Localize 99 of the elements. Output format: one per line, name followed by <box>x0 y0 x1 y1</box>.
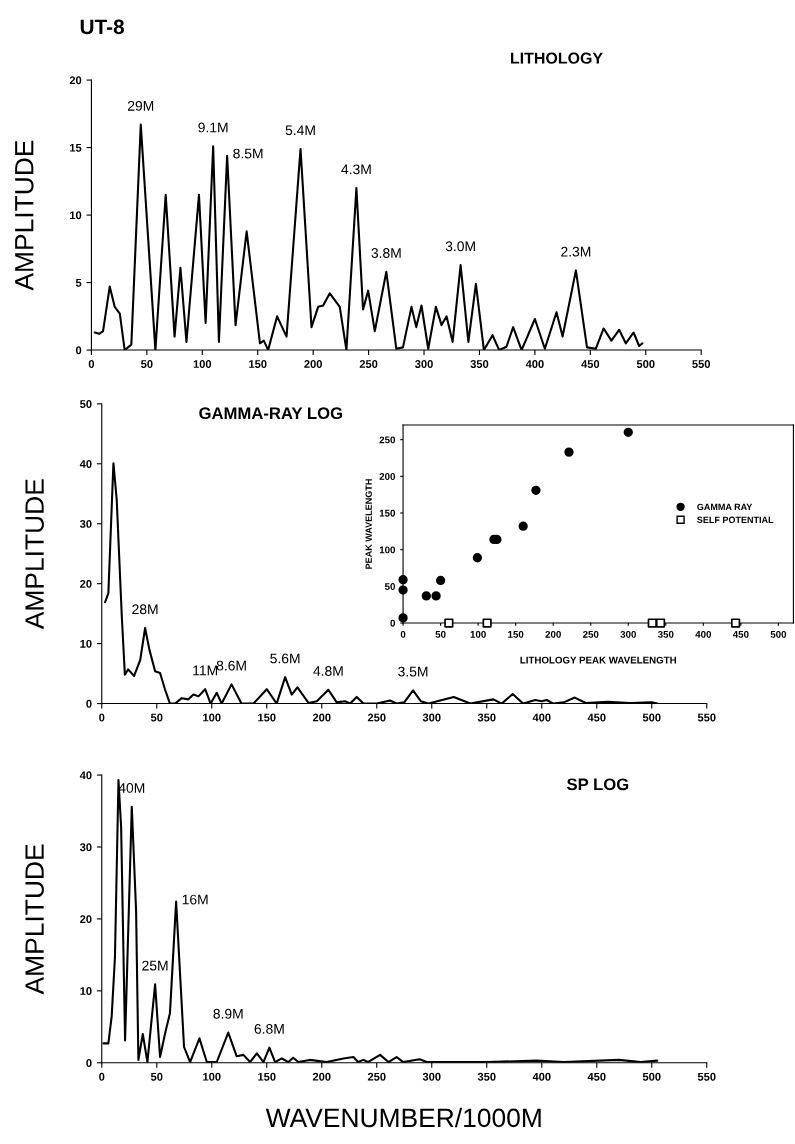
y-tick-label: 0 <box>86 1059 92 1067</box>
y-axis-title: AMPLITUDE <box>15 140 34 291</box>
annotation: 5.4M <box>285 125 315 136</box>
x-tick-label: 0 <box>400 630 406 638</box>
x-tick-label: 250 <box>582 630 599 638</box>
x-tick-label: 0 <box>99 1072 105 1081</box>
x-tick-label: 300 <box>422 713 441 722</box>
annotation: 3.5M <box>398 666 428 677</box>
x-tick-label: 300 <box>422 1072 441 1081</box>
x-tick-label: 400 <box>532 1072 551 1081</box>
y-tick-label: 10 <box>70 211 82 220</box>
x-tick-label: 450 <box>581 360 600 368</box>
x-tick-label: 350 <box>477 1072 496 1081</box>
x-tick-label: 450 <box>732 630 749 638</box>
x-tick-label: 550 <box>697 713 716 722</box>
x-tick-label: 400 <box>695 630 712 638</box>
y-tick-label: 40 <box>79 771 92 780</box>
x-tick-label: 300 <box>620 630 636 638</box>
x-tick-label: 0 <box>99 713 105 722</box>
x-tick-label: 100 <box>470 630 486 638</box>
annotation: 9.1M <box>198 122 228 133</box>
chart-title: GAMMA-RAY LOG <box>199 407 342 420</box>
legend-label: SELF POTENTIAL <box>697 516 774 523</box>
x-tick-label: 100 <box>193 360 212 368</box>
annotation: 11M <box>193 665 218 676</box>
x-axis-title: LITHOLOGY PEAK WAVELENGTH <box>520 656 676 664</box>
annotation: 28M <box>132 604 158 615</box>
chart-title: UT-8 <box>80 19 125 35</box>
y-axis-title: PEAK WAVELENGTH <box>365 479 372 569</box>
y-tick-label: 5 <box>75 278 82 287</box>
x-tick-label: 150 <box>249 360 267 368</box>
x-tick-label: 250 <box>359 360 378 368</box>
x-tick-label: 50 <box>150 713 163 722</box>
annotation: 6.8M <box>254 1023 284 1034</box>
x-tick-label: 50 <box>150 1072 163 1081</box>
annotation: 3.8M <box>371 248 401 258</box>
annotation: 29M <box>127 100 154 111</box>
annotation: 5.6M <box>270 653 300 664</box>
x-tick-label: 500 <box>642 1072 661 1081</box>
y-tick-label: 15 <box>70 143 82 152</box>
annotation: 4.8M <box>313 666 343 676</box>
y-tick-label: 250 <box>379 436 396 444</box>
y-tick-label: 0 <box>390 619 396 627</box>
y-tick-label: 0 <box>86 699 92 708</box>
x-tick-label: 50 <box>435 630 446 638</box>
y-tick-label: 40 <box>79 460 92 468</box>
annotation: 40M <box>118 783 145 793</box>
y-tick-label: 100 <box>379 546 396 554</box>
y-tick-label: 50 <box>384 583 396 590</box>
y-tick-label: 150 <box>379 509 396 517</box>
y-axis-title: AMPLITUDE <box>25 844 44 995</box>
x-tick-label: 350 <box>657 630 674 638</box>
annotation: 16M <box>182 894 208 905</box>
x-tick-label: 500 <box>642 713 661 722</box>
annotation: 3.0M <box>445 241 475 252</box>
x-tick-label: 150 <box>258 1072 276 1081</box>
legend-label: GAMMA RAY <box>697 503 753 511</box>
y-axis-title: AMPLITUDE <box>25 479 44 630</box>
annotation: 8.6M <box>216 660 246 671</box>
x-tick-label: 100 <box>203 713 221 722</box>
x-tick-label: 350 <box>477 713 496 722</box>
annotation: 8.5M <box>233 148 263 159</box>
x-tick-label: 450 <box>587 1072 606 1081</box>
y-tick-label: 20 <box>80 579 92 588</box>
x-tick-label: 200 <box>312 713 331 722</box>
x-tick-label: 200 <box>545 630 561 638</box>
x-tick-label: 100 <box>203 1072 221 1081</box>
x-tick-label: 150 <box>258 713 276 722</box>
y-tick-label: 20 <box>80 915 92 924</box>
annotation: 2.3M <box>561 246 591 257</box>
x-tick-label: 550 <box>692 360 710 368</box>
x-axis-title: WAVENUMBER/1000M <box>265 1107 541 1128</box>
x-tick-label: 200 <box>312 1072 331 1081</box>
x-tick-label: 550 <box>697 1072 716 1081</box>
x-tick-label: 400 <box>525 360 544 368</box>
annotation: 8.9M <box>213 1008 243 1019</box>
y-tick-label: 0 <box>75 346 82 355</box>
x-tick-label: 50 <box>141 360 153 368</box>
y-tick-label: 20 <box>69 76 82 85</box>
x-tick-label: 250 <box>367 1072 386 1081</box>
y-tick-label: 30 <box>79 843 92 852</box>
annotation: 25M <box>142 960 168 971</box>
y-tick-label: 50 <box>80 400 92 408</box>
x-tick-label: 200 <box>304 360 322 368</box>
chart-title: SP LOG <box>567 778 629 791</box>
y-tick-label: 10 <box>80 987 92 995</box>
x-tick-label: 350 <box>470 360 489 368</box>
x-tick-label: 500 <box>636 360 655 368</box>
x-tick-label: 150 <box>508 630 524 638</box>
y-tick-label: 30 <box>79 519 92 528</box>
chart-subtitle: LITHOLOGY <box>510 52 603 64</box>
y-tick-label: 10 <box>80 639 92 648</box>
x-tick-label: 500 <box>770 630 787 638</box>
x-tick-label: 300 <box>415 360 433 368</box>
x-tick-label: 450 <box>587 713 606 722</box>
y-tick-label: 200 <box>379 473 396 480</box>
x-tick-label: 400 <box>532 713 551 722</box>
x-tick-label: 250 <box>367 713 386 722</box>
annotation: 4.3M <box>341 164 371 175</box>
